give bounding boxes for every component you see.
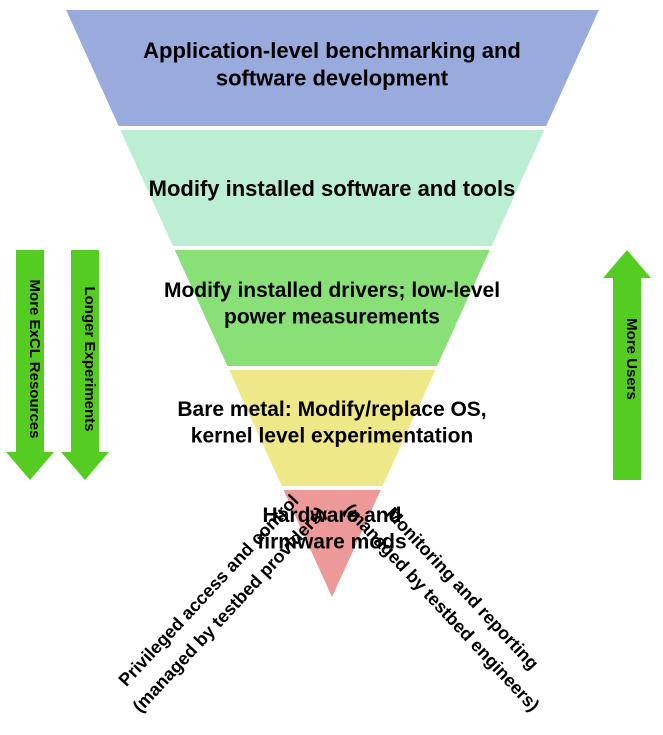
- layer-label-software-tools: Modify installed software and tools: [149, 176, 516, 201]
- arrow-label-more-users: More Users: [623, 318, 640, 400]
- arrow-label-longer-experiments: Longer Experiments: [81, 286, 98, 431]
- diag-monitoring-reporting-line1: Monitoring and reporting: [382, 503, 543, 673]
- diag-privileged-access-line1: Privileged access and control: [115, 491, 303, 690]
- arrow-label-more-excl-resources: More ExCL Resources: [26, 280, 43, 439]
- diag-monitoring-reporting-line2: (managed by testbed engineers): [340, 500, 543, 716]
- diag-privileged-access-line2: (managed by testbed providers): [129, 503, 330, 716]
